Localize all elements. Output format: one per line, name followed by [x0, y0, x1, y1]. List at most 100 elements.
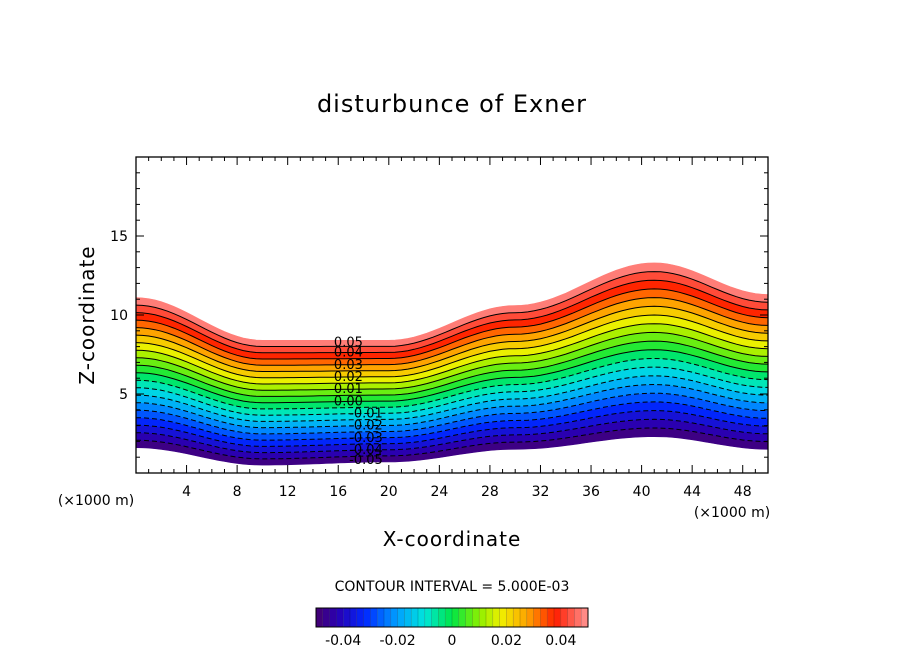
colorbar-cell	[533, 608, 541, 627]
colorbar-cell	[431, 608, 439, 627]
colorbar-cell	[418, 608, 425, 627]
contour-line	[136, 288, 768, 360]
colorbar-cell	[322, 608, 330, 627]
colorbar-cell	[384, 608, 391, 627]
colorbar-tick-labels: -0.04 -0.02 0 0.02 0.04	[325, 633, 576, 649]
contour-line	[136, 357, 768, 410]
contour-line	[136, 392, 768, 435]
colorbar-cell	[540, 608, 548, 627]
colorbar-tick-label: -0.04	[325, 633, 361, 649]
contour-line	[136, 418, 768, 454]
colorbar-cell	[343, 608, 350, 627]
x-axis-label: X-coordinate	[383, 527, 522, 551]
contour-label: -0.03	[349, 431, 383, 446]
x-tick-label: 48	[734, 484, 752, 500]
x-tick-label: 28	[481, 484, 499, 500]
colorbar-tick-label: 0.02	[491, 633, 522, 649]
contour-label: 0.00	[334, 395, 363, 410]
colorbar-tick-label: 0.04	[545, 633, 576, 649]
colorbar-cell	[465, 608, 473, 627]
contour-line	[136, 279, 768, 354]
contour-label: -0.04	[349, 443, 383, 458]
colorbar-cell	[520, 608, 527, 627]
x-tick-label: 16	[329, 484, 347, 500]
contour-line	[136, 375, 768, 422]
contour-label: -0.05	[349, 453, 383, 468]
colorbar-cell	[404, 608, 412, 627]
colorbar-cell	[547, 608, 554, 627]
x-tick-label: 24	[430, 484, 448, 500]
contour-line	[136, 410, 768, 447]
colorbar-cell	[356, 608, 364, 627]
x-unit-left: (×1000 m)	[58, 493, 134, 509]
colorbar-cell	[458, 608, 466, 627]
contour-label: -0.02	[349, 419, 383, 434]
colorbar-frame	[315, 607, 589, 628]
y-axis-label: Z-coordinate	[75, 245, 99, 384]
colorbar-cell	[424, 608, 432, 627]
colorbar-tick-label: -0.02	[379, 633, 415, 649]
colorbar-cell	[486, 608, 493, 627]
contour-line	[136, 323, 768, 385]
contour-label: 0.01	[334, 382, 363, 397]
contour-label: 0.03	[334, 358, 363, 373]
contour-line	[136, 401, 768, 441]
contour-line	[136, 297, 768, 366]
contour-labels: 0.050.040.030.020.010.00-0.01-0.02-0.03-…	[334, 336, 383, 468]
colorbar-cell	[316, 608, 323, 627]
x-tick-label: 32	[532, 484, 550, 500]
x-tick-label: 12	[279, 484, 297, 500]
colorbar-cell	[336, 608, 344, 627]
contour-line	[136, 366, 768, 416]
colorbar-cell	[452, 608, 459, 627]
colorbar-cell	[513, 608, 520, 627]
x-tick-label: 40	[633, 484, 651, 500]
colorbar-cell	[329, 608, 337, 627]
colorbar-tick-label: 0	[448, 633, 457, 649]
colorbar-cell	[363, 608, 371, 627]
colorbar-cell	[479, 608, 486, 627]
colorbar-cell	[438, 608, 446, 627]
colorbar-cell	[499, 608, 507, 627]
colorbar-cell	[554, 608, 561, 627]
contour-line	[136, 340, 768, 397]
contour-label: 0.02	[334, 370, 363, 385]
contour-bands	[136, 262, 768, 466]
colorbar-cell	[574, 608, 582, 627]
colorbar-cell	[472, 608, 480, 627]
contour-line	[136, 271, 768, 347]
contour-label: -0.01	[349, 406, 383, 421]
colorbar-cell	[492, 608, 500, 627]
chart-title: disturbunce of Exner	[317, 90, 587, 118]
y-tick-label: 5	[119, 387, 128, 403]
contour-line	[136, 314, 768, 379]
contour-line	[136, 383, 768, 429]
colorbar-cell	[377, 608, 384, 627]
colorbar-cell	[397, 608, 405, 627]
colorbar-cell	[567, 608, 575, 627]
colorbar-cell	[390, 608, 398, 627]
x-tick-label: 36	[582, 484, 600, 500]
colorbar-cell	[526, 608, 534, 627]
contour-label: 0.04	[334, 346, 363, 361]
x-tick-label: 44	[683, 484, 701, 500]
y-tick-label: 15	[110, 229, 128, 245]
colorbar-cell	[581, 608, 588, 627]
x-unit-right: (×1000 m)	[694, 505, 770, 521]
contour-line	[136, 305, 768, 372]
colorbar-cell	[350, 608, 357, 627]
contour-line	[136, 349, 768, 404]
contour-line	[136, 427, 768, 460]
x-tick-label: 20	[380, 484, 398, 500]
colorbar-cell	[560, 608, 568, 627]
colorbar-cell	[370, 608, 378, 627]
colorbar-cell	[411, 608, 418, 627]
colorbar-cell	[445, 608, 452, 627]
x-tick-label: 8	[233, 484, 242, 500]
contour-line	[136, 331, 768, 391]
contour-interval-text: CONTOUR INTERVAL = 5.000E-03	[335, 579, 570, 595]
y-tick-label: 10	[110, 308, 128, 324]
colorbar	[315, 607, 589, 628]
